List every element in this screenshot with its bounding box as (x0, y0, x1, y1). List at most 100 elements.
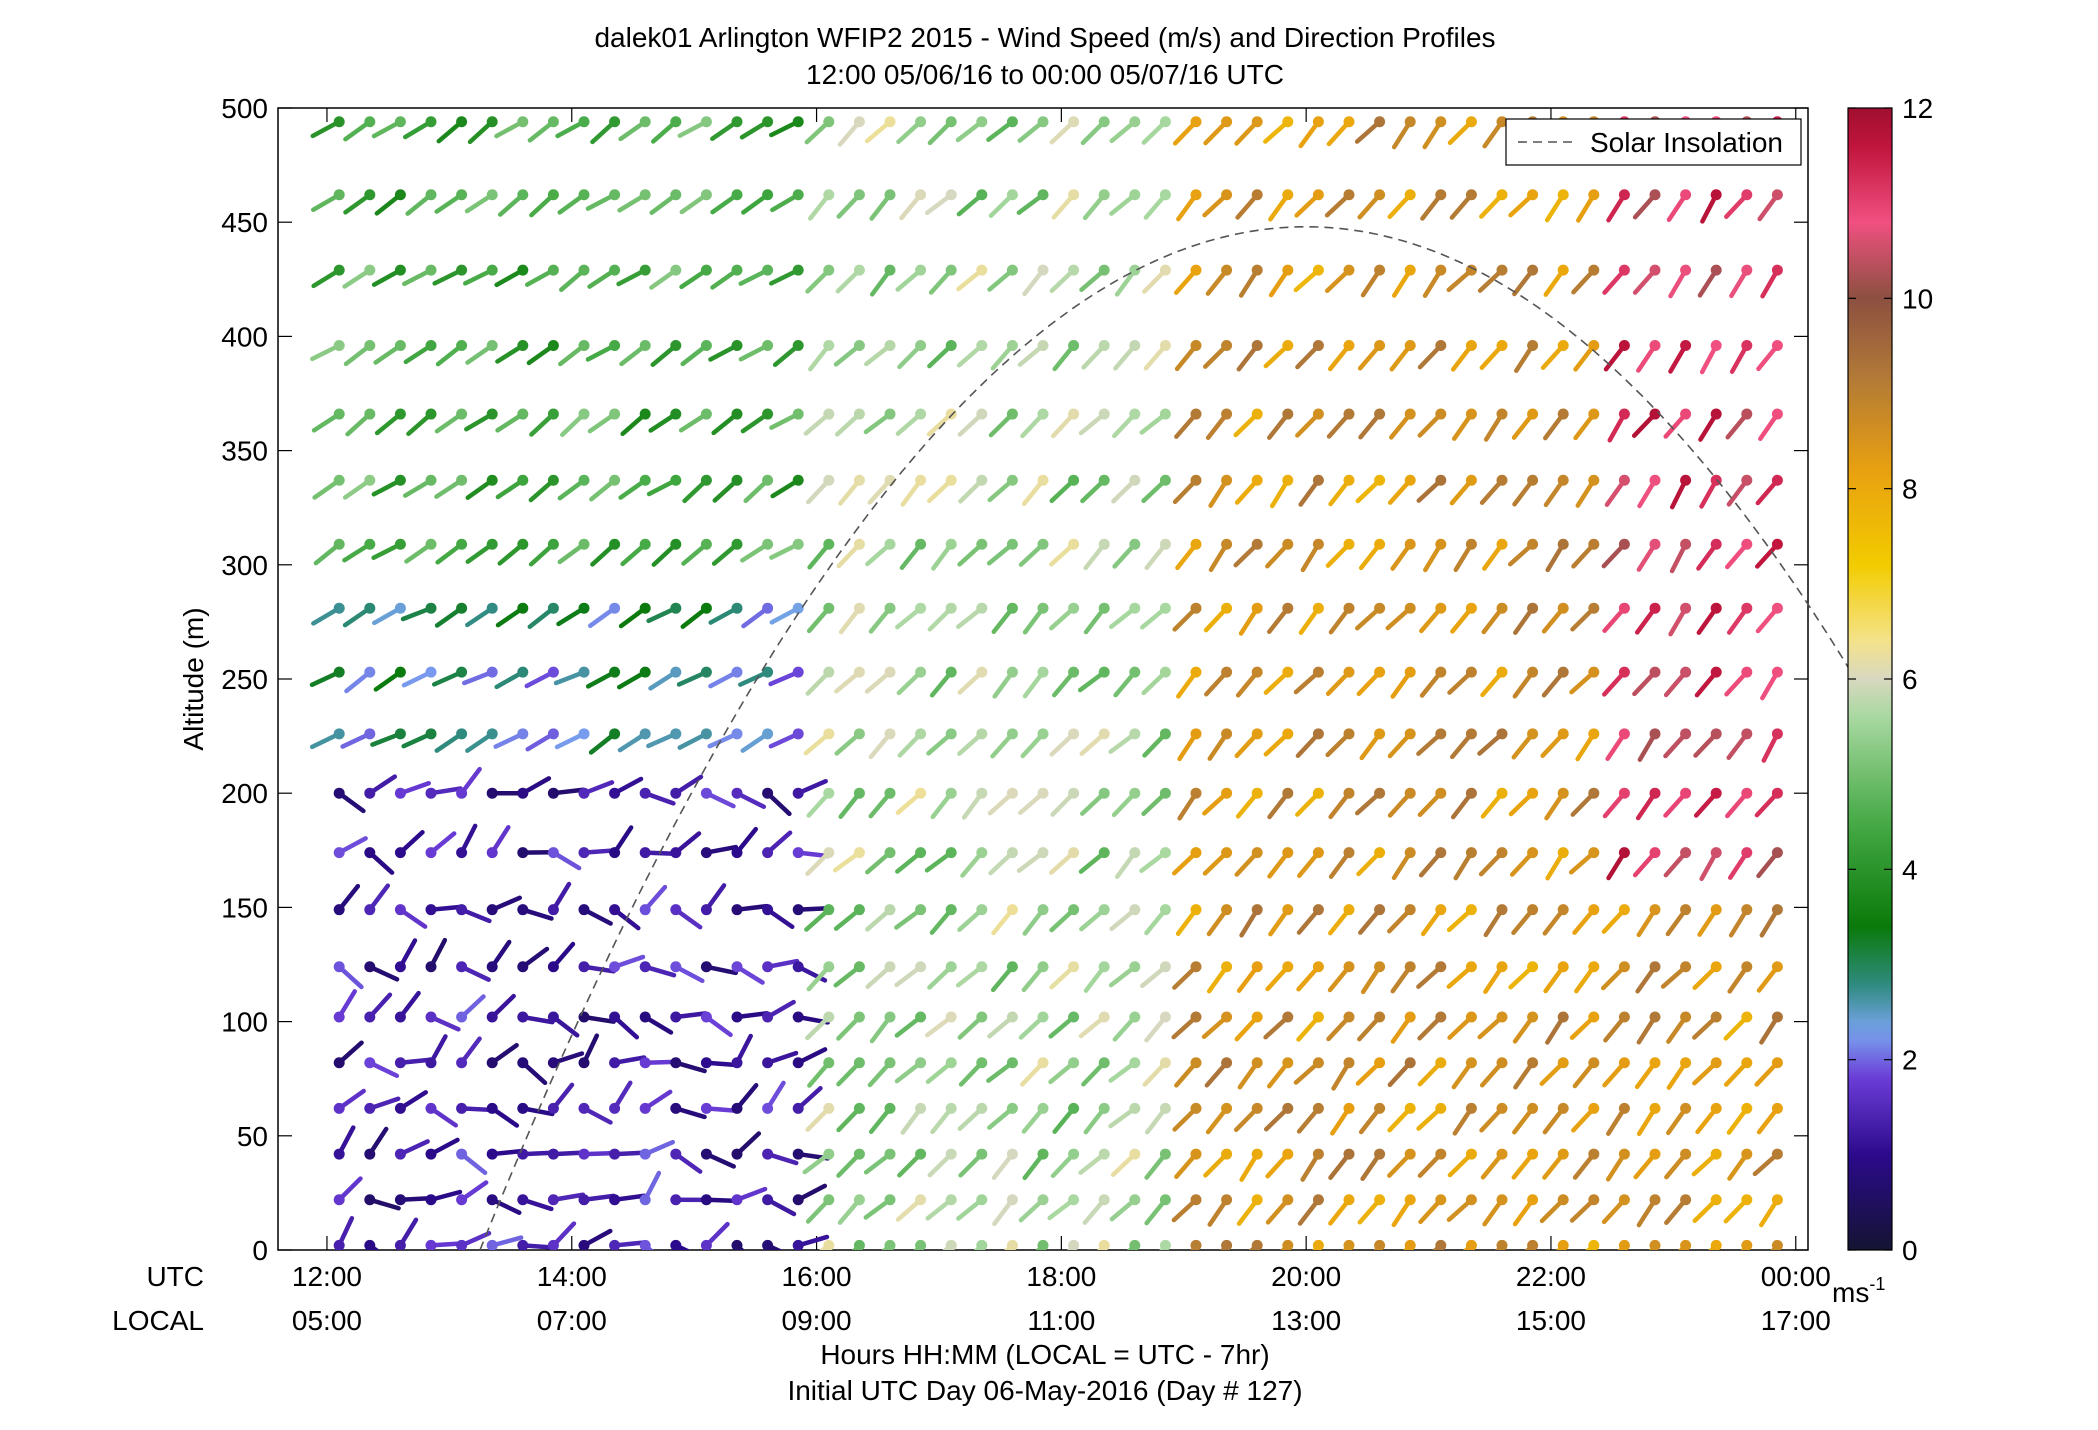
wind-barb-dot (1221, 788, 1232, 799)
wind-barb-dot (1038, 116, 1049, 127)
wind-barb-dot (334, 667, 345, 678)
wind-barb-dot (395, 1012, 406, 1023)
wind-barb-dot (487, 603, 498, 614)
wind-barb-dot (1497, 1012, 1508, 1023)
wind-barb-dot (823, 1057, 834, 1068)
wind-barb-dot (915, 1240, 926, 1251)
wind-barb-dot (915, 667, 926, 678)
wind-barb-dot (1252, 189, 1263, 200)
wind-barb-dot (609, 1240, 620, 1251)
wind-barb-dot (426, 961, 437, 972)
wind-barb-dot (976, 904, 987, 915)
wind-barb-dot (1007, 409, 1018, 420)
wind-barb-dot (976, 475, 987, 486)
wind-barb-dot (426, 788, 437, 799)
wind-barb-dot (1221, 847, 1232, 858)
wind-barb-dot (579, 904, 590, 915)
wind-barb-dot (1680, 409, 1691, 420)
wind-barb-dot (732, 1012, 743, 1023)
wind-barb-dot (701, 667, 712, 678)
wind-barb-dot (1741, 728, 1752, 739)
wind-barb-dot (915, 189, 926, 200)
wind-barb-dot (609, 409, 620, 420)
wind-barb-dot (1344, 904, 1355, 915)
wind-barb-dot (732, 1103, 743, 1114)
wind-barb-dot (915, 539, 926, 550)
wind-barb-dot (1191, 1103, 1202, 1114)
y-tick-label: 250 (221, 664, 268, 695)
wind-barb-dot (1313, 667, 1324, 678)
wind-barb-dot (1497, 961, 1508, 972)
wind-barb-dot (487, 1194, 498, 1205)
wind-barb-dot (1374, 788, 1385, 799)
wind-barb-dot (1252, 847, 1263, 858)
wind-barb-dot (793, 847, 804, 858)
wind-barb-dot (1435, 265, 1446, 276)
wind-barb-dot (1282, 728, 1293, 739)
y-tick-label: 100 (221, 1007, 268, 1038)
wind-barb-dot (640, 1012, 651, 1023)
wind-barb-dot (1282, 189, 1293, 200)
wind-barb-dot (915, 1103, 926, 1114)
wind-barb-dot (1497, 1149, 1508, 1160)
wind-barb-dot (1680, 189, 1691, 200)
wind-barb-dot (1588, 1057, 1599, 1068)
wind-barb-dot (426, 1194, 437, 1205)
wind-barb-dot (1068, 1057, 1079, 1068)
wind-barb-dot (1038, 788, 1049, 799)
wind-barb-dot (364, 340, 375, 351)
wind-barb-dot (609, 961, 620, 972)
wind-barb-dot (1007, 667, 1018, 678)
x-row-label-local: LOCAL (112, 1305, 204, 1336)
wind-barb-dot (793, 603, 804, 614)
wind-barb-dot (364, 539, 375, 550)
wind-barb-dot (364, 667, 375, 678)
wind-barb-dot (456, 1194, 467, 1205)
wind-barb-dot (1711, 1012, 1722, 1023)
wind-barb-dot (1497, 603, 1508, 614)
wind-barb-dot (548, 1103, 559, 1114)
wind-barb-dot (670, 340, 681, 351)
wind-barb-dot (701, 539, 712, 550)
wind-barb-dot (1221, 603, 1232, 614)
wind-barb-dot (976, 847, 987, 858)
wind-barb-dot (670, 475, 681, 486)
wind-barb-dot (1221, 539, 1232, 550)
wind-barb-dot (1466, 1012, 1477, 1023)
wind-barb-dot (793, 1012, 804, 1023)
wind-barb-dot (1374, 1240, 1385, 1251)
wind-barb-dot (426, 667, 437, 678)
wind-barb-dot (1313, 539, 1324, 550)
wind-barb-dot (670, 904, 681, 915)
wind-barb-dot (1497, 847, 1508, 858)
wind-barb-dot (1374, 539, 1385, 550)
wind-barb-dot (487, 1103, 498, 1114)
wind-barb-dot (732, 1057, 743, 1068)
x-tick-label-utc: 20:00 (1271, 1261, 1341, 1292)
wind-barb-dot (1038, 265, 1049, 276)
wind-barb-dot (1068, 340, 1079, 351)
wind-barb-dot (548, 667, 559, 678)
x-axis-label: Hours HH:MM (LOCAL = UTC - 7hr) (820, 1339, 1269, 1370)
wind-barb-dot (915, 961, 926, 972)
wind-barb-dot (1313, 728, 1324, 739)
wind-barb-dot (456, 1057, 467, 1068)
wind-barb-dot (1099, 667, 1110, 678)
wind-barb-dot (915, 1149, 926, 1160)
wind-barb-dot (1680, 728, 1691, 739)
wind-barb-dot (1558, 728, 1569, 739)
wind-barb-dot (1129, 603, 1140, 614)
wind-barb-dot (1068, 409, 1079, 420)
wind-barb-dot (1129, 728, 1140, 739)
wind-barb-dot (1588, 1149, 1599, 1160)
wind-barb-dot (1711, 1057, 1722, 1068)
wind-barb-dot (1191, 1012, 1202, 1023)
wind-barb-dot (1497, 475, 1508, 486)
wind-barb-dot (1160, 667, 1171, 678)
wind-barb-dot (395, 1103, 406, 1114)
wind-barb-dot (1129, 116, 1140, 127)
wind-barb-dot (1619, 847, 1630, 858)
wind-barb-dot (946, 847, 957, 858)
wind-barb-dot (1741, 1012, 1752, 1023)
wind-barb-dot (762, 728, 773, 739)
